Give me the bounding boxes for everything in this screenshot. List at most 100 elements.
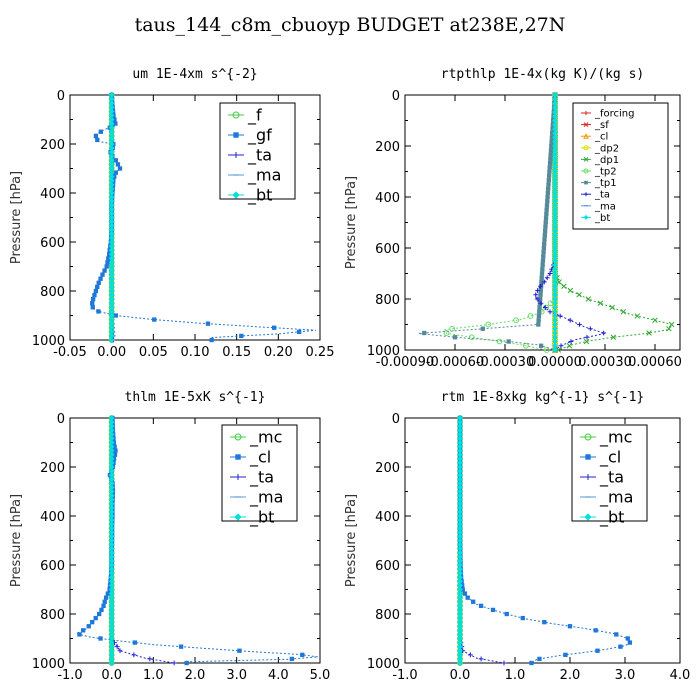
legend-item: _dp2 [581,143,619,154]
legend-label: _cl [594,132,608,143]
data-point [552,270,558,277]
legend-item: _f [228,106,262,126]
y-tick-label: 1000 [367,344,400,359]
data-point [457,623,463,630]
x-tick-label: -1.0 [57,668,82,683]
y-tick-label: 400 [375,191,400,206]
x-tick-label: 2.0 [560,668,581,683]
data-point [552,181,558,188]
data-point [457,492,463,499]
y-axis-label: Pressure [hPa] [9,494,24,587]
legend-box [221,424,298,522]
data-point [457,464,463,470]
y-tick-label: 200 [40,138,65,153]
data-point [102,599,107,604]
data-point [108,578,115,585]
data-point [108,541,115,548]
data-point [552,262,558,268]
data-point [108,214,115,221]
data-point [457,496,463,503]
panel-title: rtm 1E-8xkg kg^{-1} s^{-1} [441,390,645,405]
data-point [114,644,120,650]
legend-label: _bt [594,213,610,224]
data-point [552,172,558,179]
data-point [485,321,492,328]
data-point [552,185,558,192]
panel-3: thlm 1E-5xK s^{-1} Pressure [hPa] 0 200 400 6… [9,390,330,683]
data-point [552,126,558,132]
data-point [457,504,463,511]
x-tick-label: 0.0 [450,668,471,683]
data-point [567,287,574,294]
data-point [108,149,115,156]
data-point [468,334,475,341]
data-point [108,558,115,564]
data-point [93,615,98,621]
data-point [544,203,550,208]
data-point [113,448,118,453]
data-point [108,619,115,626]
data-point [552,334,558,341]
data-point [552,228,558,234]
data-point [457,423,463,430]
x-tick-label: 0.00060 [628,355,682,370]
data-point [457,480,463,487]
data-point [457,574,463,581]
data-point [552,291,558,298]
y-tick-label: 200 [375,140,400,155]
legend-item: _sf [581,120,609,131]
data-point [506,339,511,344]
y-tick-label: 400 [375,510,400,525]
y-tick-label: 600 [375,242,400,257]
data-point [108,570,115,577]
data-point [595,648,600,653]
data-point [108,517,115,523]
data-point [108,271,115,278]
data-point [108,108,115,115]
data-point [552,249,558,256]
data-point [552,194,558,200]
data-point [108,100,115,107]
data-point [108,602,115,609]
y-tick-label: 0 [57,89,65,104]
legend-label: _dp2 [594,143,619,154]
data-point [614,632,619,637]
data-point [457,525,463,532]
data-point [552,308,558,315]
series-ta [457,415,507,666]
data-point [457,419,463,425]
data-point [552,330,558,336]
data-point [108,480,115,487]
x-tick-label: -0.05 [53,345,87,360]
y-tick-label: 800 [375,608,400,623]
data-point [465,595,470,600]
data-point [547,271,553,276]
data-point [108,496,115,503]
data-point [108,173,115,180]
data-point [178,644,184,649]
legend-marker [585,454,591,460]
data-point [86,624,91,629]
data-point [552,121,558,128]
data-point [545,194,550,200]
data-point [108,218,115,225]
data-point [108,509,115,515]
data-point [105,260,110,265]
data-point [96,280,101,285]
data-point [527,313,534,319]
data-point [113,158,118,163]
data-point [462,591,468,596]
data-point [108,120,115,127]
data-point [563,652,568,657]
legend-marker [585,474,591,480]
data-point [457,435,463,442]
data-point [541,250,546,255]
data-point [108,611,115,617]
x-tick-label: 0.05 [139,345,168,360]
legend-label: _tp1 [594,178,617,189]
data-point [108,590,115,597]
x-tick-label: 5.0 [310,668,331,683]
data-point [103,595,109,600]
data-point [542,237,547,242]
data-point [108,431,115,438]
